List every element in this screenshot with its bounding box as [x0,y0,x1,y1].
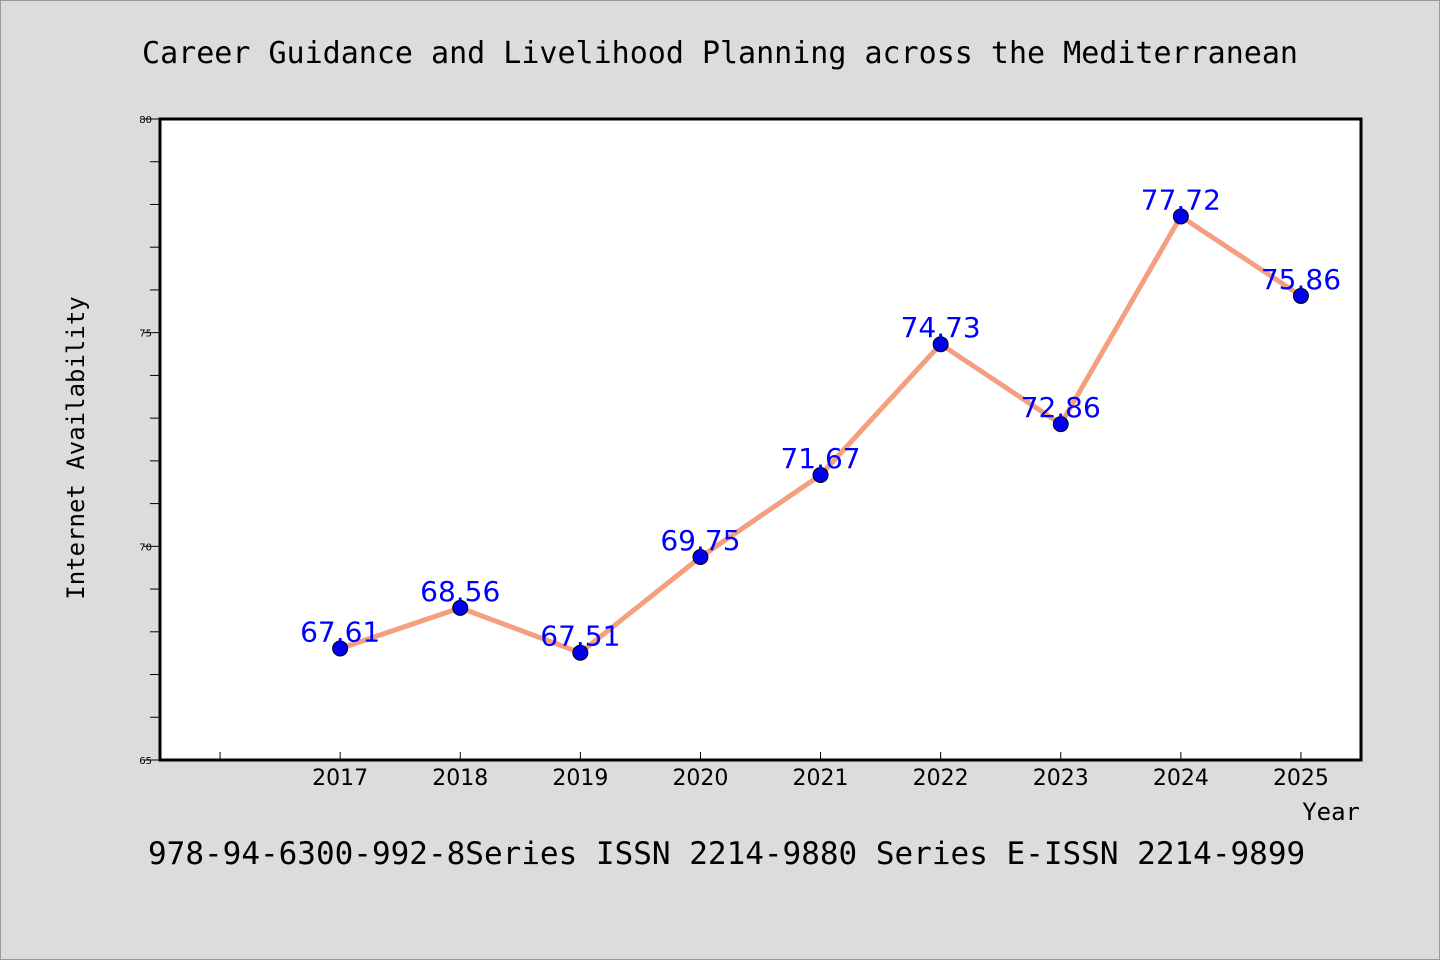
data-label: 75.86 [1261,263,1341,296]
data-label: 71.67 [780,442,860,475]
data-label: 67.51 [540,620,620,653]
x-axis-label: Year [1302,798,1360,826]
data-point [932,336,949,353]
footer-text: 978-94-6300-992-8Series ISSN 2214-9880 S… [148,836,1305,872]
x-tick-label: 2024 [1153,766,1209,791]
x-tick-label: 2017 [312,766,368,791]
x-tick-label: 2019 [552,766,608,791]
chart-title: Career Guidance and Livelihood Planning … [142,36,1298,71]
data-point [572,644,589,661]
x-tick-label: 2023 [1033,766,1089,791]
data-point [1292,287,1309,304]
data-label: 77.72 [1141,183,1221,216]
data-label: 72.86 [1021,391,1101,424]
y-tick-label: 75 [139,329,152,340]
data-label: 68.56 [420,575,500,608]
data-point [1052,416,1069,433]
data-point [812,466,829,483]
data-point [692,549,709,566]
data-label: 69.75 [660,524,740,557]
data-point [332,640,349,657]
y-tick-label: 65 [139,756,152,767]
x-tick-label: 2018 [432,766,488,791]
y-tick-label: 80 [139,115,152,126]
plot-area [158,117,1363,762]
x-tick-label: 2021 [793,766,849,791]
x-tick-label: 2025 [1273,766,1329,791]
y-axis-label: Internet Availability [62,296,90,599]
series-markers [332,208,1309,661]
data-point [452,599,469,616]
data-point [1172,208,1189,225]
x-tick-label: 2020 [672,766,728,791]
y-axis: 65 70 75 80 [139,115,160,767]
data-labels: 67.61 68.56 67.51 69.75 71.67 74.73 72.86 77.72… [300,183,1341,652]
x-tick-label: 2022 [913,766,969,791]
data-label: 74.73 [901,311,981,344]
data-label: 67.61 [300,615,380,648]
y-tick-label: 70 [139,542,152,553]
x-axis: 2017 2018 2019 2020 2021 2022 2023 2024 2025 [219,752,1329,791]
